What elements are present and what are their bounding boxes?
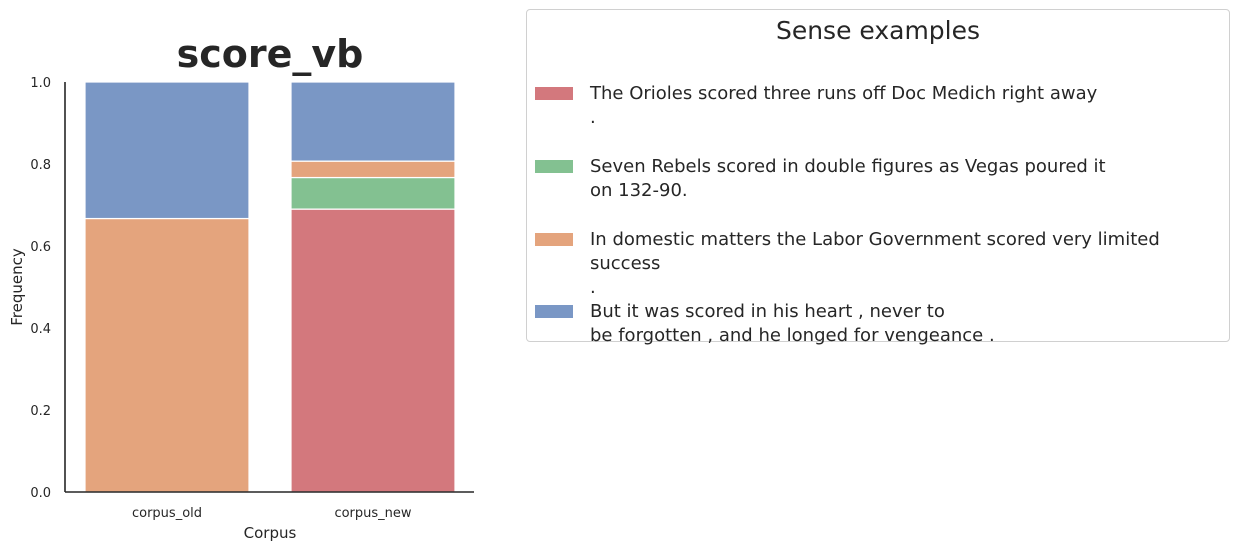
legend-title: Sense examples bbox=[775, 16, 981, 45]
x-tick-label: corpus_new bbox=[334, 506, 411, 521]
x-axis-label: Corpus bbox=[244, 524, 297, 542]
y-tick-label: 1.0 bbox=[30, 76, 51, 91]
y-tick-label: 0.2 bbox=[30, 404, 51, 419]
legend-label-4: But it was scored in his heart , never t… bbox=[590, 301, 995, 346]
legend-swatch-1 bbox=[535, 87, 573, 100]
x-axis-ticks: corpus_old corpus_new bbox=[132, 506, 412, 521]
y-tick-label: 0.8 bbox=[30, 158, 51, 173]
chart-title: score_vb bbox=[177, 32, 364, 76]
bar-corpus_new-series-3 bbox=[290, 160, 456, 179]
legend-label-2: Seven Rebels scored in double figures as… bbox=[590, 156, 1106, 201]
y-tick-label: 0.6 bbox=[30, 240, 51, 255]
y-tick-label: 0.0 bbox=[30, 486, 51, 501]
bar-corpus_old-series-4 bbox=[84, 81, 250, 220]
legend: Sense examples The Orioles scored three … bbox=[526, 9, 1230, 346]
bar-corpus_new-series-1 bbox=[290, 208, 456, 493]
legend-swatch-4 bbox=[535, 305, 573, 318]
bar-corpus_new-series-4 bbox=[290, 81, 456, 162]
legend-label-1: The Orioles scored three runs off Doc Me… bbox=[590, 83, 1098, 128]
bar-corpus_old-series-3 bbox=[84, 217, 250, 493]
y-axis-label: Frequency bbox=[8, 248, 26, 326]
y-tick-label: 0.4 bbox=[30, 322, 51, 337]
x-tick-label: corpus_old bbox=[132, 506, 202, 521]
legend-label-3: In domestic matters the Labor Government… bbox=[590, 229, 1160, 298]
legend-swatch-3 bbox=[535, 233, 573, 246]
legend-swatch-2 bbox=[535, 160, 573, 173]
bar-corpus_new-series-2 bbox=[290, 176, 456, 210]
bar-chart: score_vb 0.00.20.40.60.81.0 corpus_old co… bbox=[8, 32, 474, 542]
bars-group bbox=[84, 81, 456, 493]
y-axis-ticks: 0.0 0.2 0.4 0.6 0.8 1.0 bbox=[30, 76, 51, 501]
